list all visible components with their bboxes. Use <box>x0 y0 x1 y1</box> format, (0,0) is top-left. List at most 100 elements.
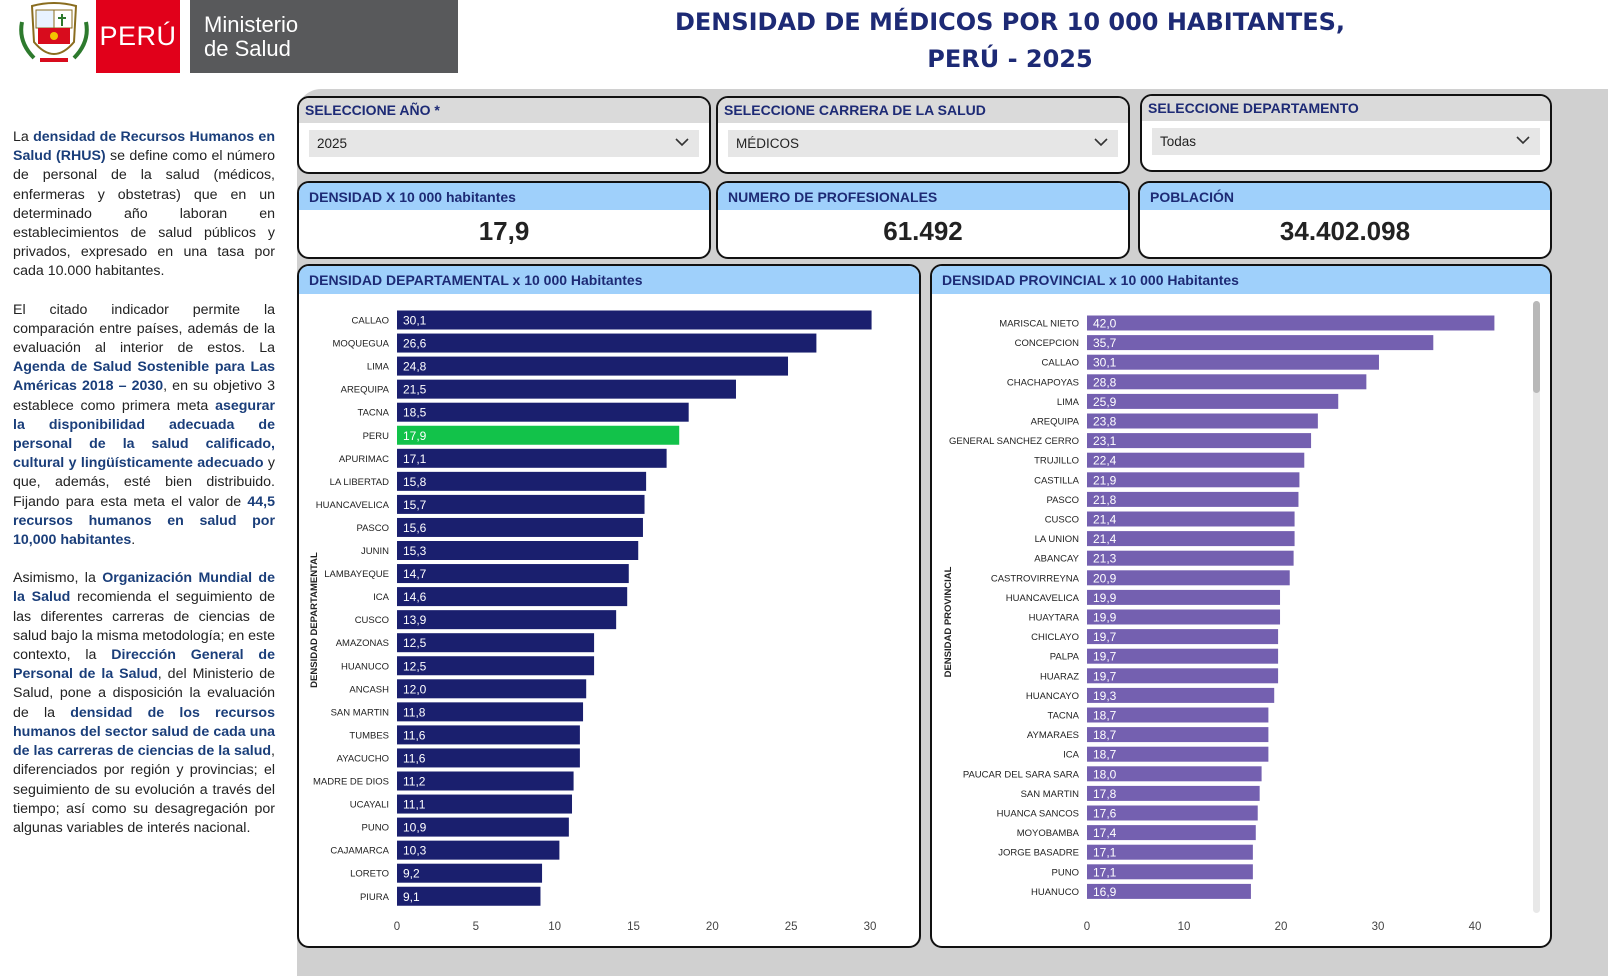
data-label: 9,2 <box>403 867 420 881</box>
kpi-population-value: 34.402.098 <box>1279 216 1411 246</box>
bar-tacna[interactable] <box>397 402 689 422</box>
category-label: UCAYALI <box>350 800 389 811</box>
category-label: JORGE BASADRE <box>998 848 1079 859</box>
category-label: PUNO <box>1052 867 1079 878</box>
bar-jorge-basadre[interactable] <box>1087 844 1253 860</box>
bar-junin[interactable] <box>397 541 639 560</box>
bar-ancash[interactable] <box>397 679 587 699</box>
bar-ucayali[interactable] <box>397 794 573 814</box>
bar-huanca-sancos[interactable] <box>1087 805 1258 821</box>
bar-cusco[interactable] <box>1087 511 1295 527</box>
data-label: 11,8 <box>403 705 426 719</box>
category-label: TACNA <box>1048 711 1080 722</box>
bar-puno[interactable] <box>1087 864 1253 880</box>
bar-lima[interactable] <box>397 356 789 376</box>
bar-pasco[interactable] <box>397 517 643 537</box>
department-dropdown[interactable]: Todas <box>1152 128 1540 155</box>
bar-huanuco[interactable] <box>397 656 595 676</box>
bar-trujillo[interactable] <box>1087 452 1305 468</box>
bar-chiclayo[interactable] <box>1087 629 1279 645</box>
bar-castilla[interactable] <box>1087 472 1300 488</box>
data-label: 18,5 <box>403 406 427 420</box>
category-label: HUAYTARA <box>1029 613 1080 624</box>
data-label: 17,4 <box>1093 826 1117 840</box>
data-label: 13,9 <box>403 613 427 627</box>
bar-callao[interactable] <box>397 310 872 330</box>
bar-huanuco[interactable] <box>1087 883 1251 899</box>
bar-la-libertad[interactable] <box>397 471 647 491</box>
bar-ica[interactable] <box>397 587 628 607</box>
bar-tacna[interactable] <box>1087 707 1269 723</box>
bar-huaraz[interactable] <box>1087 668 1279 684</box>
category-label: LA LIBERTAD <box>330 477 389 488</box>
bar-general-sanchez-cerro[interactable] <box>1087 433 1312 449</box>
bar-tumbes[interactable] <box>397 725 580 745</box>
category-label: CHACHAPOYAS <box>1007 377 1079 388</box>
department-chart-card: DENSIDAD DEPARTAMENTAL x 10 000 Habitant… <box>297 264 921 948</box>
bar-loreto[interactable] <box>397 863 543 883</box>
category-label: AMAZONAS <box>336 638 389 649</box>
bar-san-martin[interactable] <box>1087 785 1260 801</box>
x-tick-label: 0 <box>1084 921 1090 933</box>
bar-concepcion[interactable] <box>1087 335 1434 351</box>
category-label: AREQUIPA <box>341 385 390 396</box>
year-dropdown[interactable]: 2025 <box>309 130 699 157</box>
bar-ica[interactable] <box>1087 746 1269 762</box>
data-label: 10,3 <box>403 844 427 858</box>
x-tick-label: 0 <box>394 921 400 933</box>
bar-huaytara[interactable] <box>1087 609 1281 625</box>
bar-huancavelica[interactable] <box>1087 589 1281 605</box>
bar-piura[interactable] <box>397 886 541 906</box>
data-label: 14,7 <box>403 567 427 581</box>
bar-chachapoyas[interactable] <box>1087 374 1367 390</box>
intro-paragraph-1: La densidad de Recursos Humanos en Salud… <box>13 128 275 282</box>
data-label: 18,7 <box>1093 709 1117 723</box>
bar-cusco[interactable] <box>397 610 617 630</box>
bar-lambayeque[interactable] <box>397 564 629 584</box>
x-tick-label: 5 <box>473 921 479 933</box>
data-label: 21,8 <box>1093 493 1117 507</box>
bar-aymaraes[interactable] <box>1087 727 1269 743</box>
bar-castrovirreyna[interactable] <box>1087 570 1290 586</box>
intro-run: y que, además, esté bien distribuido. Fi… <box>13 455 275 510</box>
bar-moquegua[interactable] <box>397 333 817 353</box>
bar-la-union[interactable] <box>1087 531 1295 547</box>
bar-puno[interactable] <box>397 817 569 837</box>
category-label: AYMARAES <box>1027 730 1079 741</box>
bar-moyobamba[interactable] <box>1087 825 1256 841</box>
bar-mariscal-nieto[interactable] <box>1087 315 1495 331</box>
bar-callao[interactable] <box>1087 354 1379 370</box>
bar-palpa[interactable] <box>1087 648 1279 664</box>
category-label: SAN MARTIN <box>1021 789 1080 800</box>
bar-pasco[interactable] <box>1087 491 1299 507</box>
intro-emphasis: Dirección General de Personal de la Salu… <box>13 647 275 683</box>
page-title-line1: DENSIDAD DE MÉDICOS POR 10 000 HABITANTE… <box>674 8 1346 36</box>
data-label: 14,6 <box>403 590 427 604</box>
intro-run: El citado indicador permite la comparaci… <box>13 301 275 357</box>
bar-san-martin[interactable] <box>397 702 584 722</box>
ministry-line2: de Salud <box>204 36 291 61</box>
bar-peru[interactable] <box>397 425 680 445</box>
bar-madre-de-dios[interactable] <box>397 771 574 791</box>
bar-huancavelica[interactable] <box>397 494 645 514</box>
bar-cajamarca[interactable] <box>397 840 560 860</box>
data-label: 17,9 <box>403 429 427 443</box>
category-label: PASCO <box>356 523 389 534</box>
bar-paucar-del-sara-sara[interactable] <box>1087 766 1262 782</box>
bar-ayacucho[interactable] <box>397 748 580 768</box>
chevron-down-icon <box>675 138 689 147</box>
intro-run: , del Ministerio de Salud, pone a dispos… <box>13 666 275 721</box>
category-label: CALLAO <box>1042 358 1080 369</box>
brand-peru: PERÚ <box>96 0 180 73</box>
bar-arequipa[interactable] <box>1087 413 1318 429</box>
bar-apurimac[interactable] <box>397 448 667 468</box>
bar-abancay[interactable] <box>1087 550 1294 566</box>
bar-arequipa[interactable] <box>397 379 736 399</box>
bar-amazonas[interactable] <box>397 633 595 653</box>
bar-lima[interactable] <box>1087 393 1339 409</box>
scrollbar-thumb[interactable] <box>1533 301 1540 393</box>
province-chart-scrollbar[interactable] <box>1533 301 1540 913</box>
bar-huancayo[interactable] <box>1087 687 1275 703</box>
category-label: HUANCAYO <box>1026 691 1079 702</box>
career-dropdown[interactable]: MÉDICOS <box>728 130 1118 157</box>
